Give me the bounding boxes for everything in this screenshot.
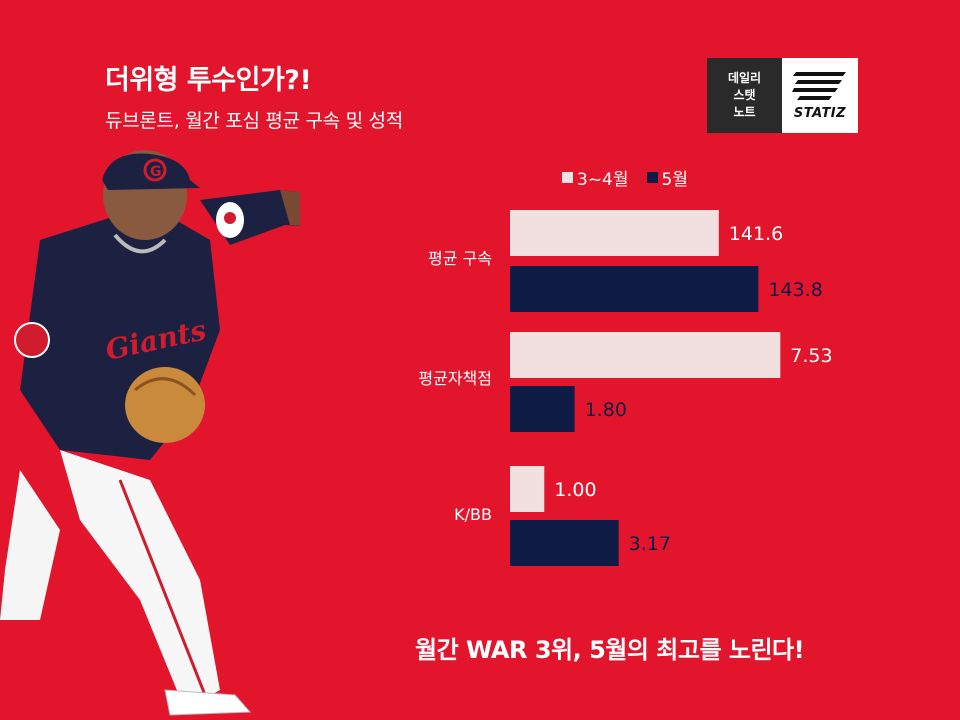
statiz-logo: STATIZ <box>782 58 858 133</box>
bar-value-label: 7.53 <box>790 345 832 367</box>
sleeve-patch-icon <box>14 322 50 358</box>
bar-series-1 <box>510 210 719 256</box>
bar-value-label: 1.80 <box>585 399 627 421</box>
category-label: 평균자책점 <box>418 369 492 388</box>
player-illustration: G Giants <box>0 150 300 716</box>
statiz-badge: 데일리 스탯 노트 STATIZ <box>707 58 858 133</box>
cap-logo-icon <box>143 158 167 182</box>
bar-series-2 <box>510 520 619 566</box>
bar-series-1 <box>510 332 781 378</box>
legend-item-series-2: 5월 <box>646 165 688 190</box>
bar-series-2 <box>510 266 759 312</box>
chart-legend: 3~4월 5월 <box>562 165 706 190</box>
legend-swatch-series-2 <box>646 172 658 183</box>
bar-value-label: 3.17 <box>629 533 671 555</box>
legend-swatch-series-1 <box>562 172 573 183</box>
category-label: K/BB <box>454 505 492 524</box>
badge-label: 데일리 스탯 노트 <box>707 58 782 133</box>
category-label: 평균 구속 <box>428 249 492 268</box>
bar-value-label: 1.00 <box>554 479 596 501</box>
bar-value-label: 143.8 <box>768 279 822 301</box>
page-title: 더위형 투수인가?! <box>105 65 312 96</box>
bar-value-label: 141.6 <box>729 223 783 245</box>
legend-label-series-2: 5월 <box>661 170 688 190</box>
page-subtitle: 듀브론트, 월간 포심 평균 구속 및 성적 <box>105 110 403 132</box>
legend-item-series-1: 3~4월 <box>562 165 629 190</box>
badge-line-1: 데일리 <box>727 71 762 85</box>
badge-line-2: 스탯 <box>733 88 756 102</box>
statiz-wordmark: STATIZ <box>793 106 847 121</box>
footer-headline: 월간 WAR 3위, 5월의 최고를 노린다! <box>415 636 805 664</box>
legend-label-series-1: 3~4월 <box>577 170 629 190</box>
bar-series-1 <box>510 466 545 512</box>
statiz-stripes-icon <box>792 72 846 100</box>
cap-letter: G <box>150 164 162 180</box>
badge-line-3: 노트 <box>733 105 756 119</box>
bar-series-2 <box>510 386 575 432</box>
